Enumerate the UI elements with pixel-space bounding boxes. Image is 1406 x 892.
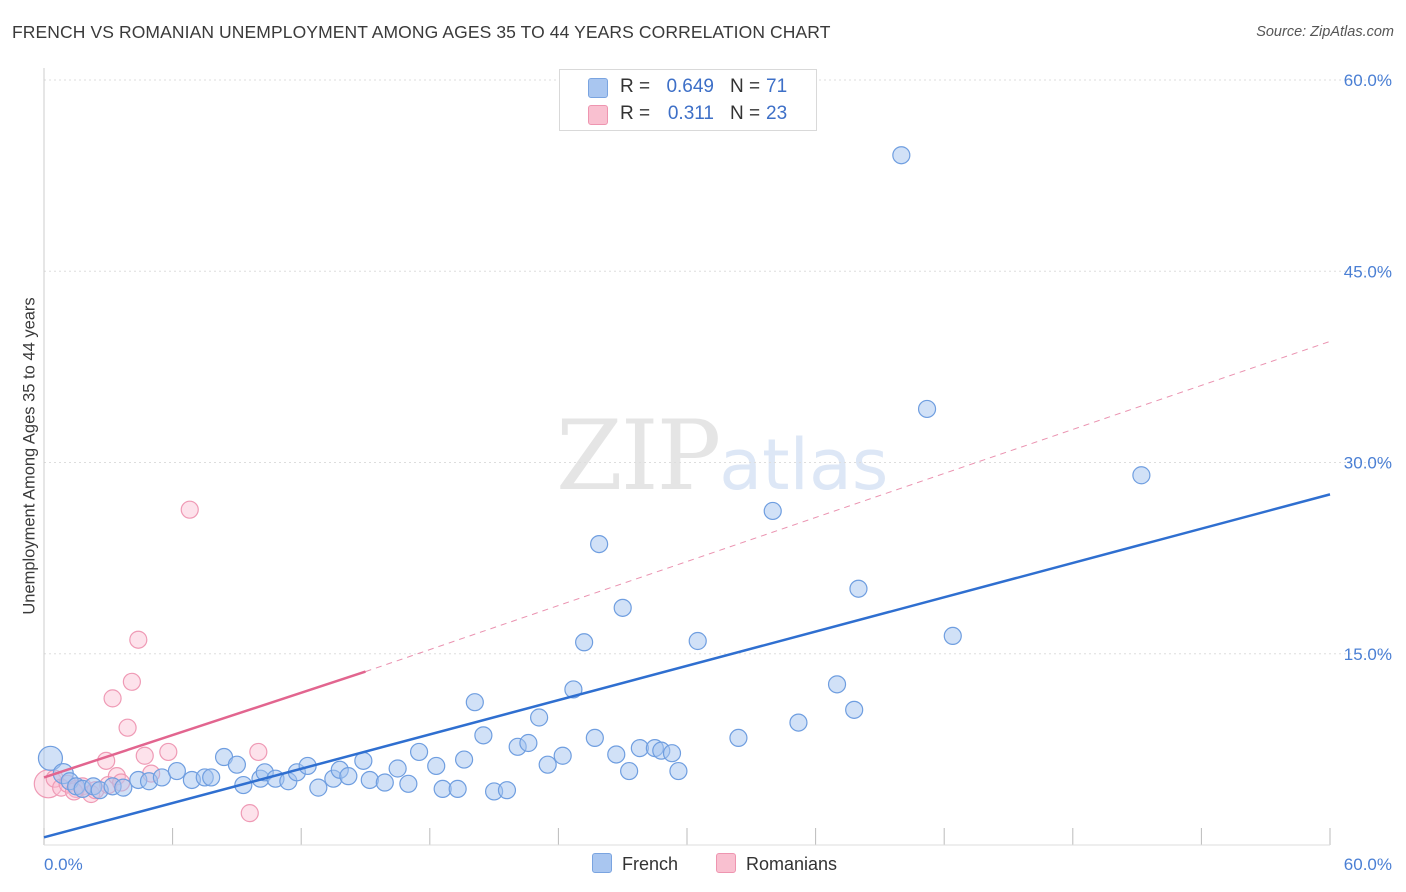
watermark-sub: atlas xyxy=(719,424,889,506)
french-point xyxy=(590,534,609,554)
legend-n-value: 71 xyxy=(766,76,788,97)
bottom-legend-romanians[interactable]: Romanians xyxy=(716,853,837,875)
bottom-legend-label-french: French xyxy=(622,854,679,874)
french-point xyxy=(454,750,474,769)
french-point xyxy=(114,778,133,797)
french-point xyxy=(917,399,937,419)
french-point xyxy=(375,773,394,792)
french-point xyxy=(309,778,328,797)
legend-swatch-french xyxy=(588,78,608,98)
french-point xyxy=(519,733,538,753)
romanian-point xyxy=(249,742,268,762)
chart-title: FRENCH VS ROMANIAN UNEMPLOYMENT AMONG AG… xyxy=(12,22,831,42)
legend-r-label: R = xyxy=(620,76,651,97)
french-point xyxy=(167,761,186,781)
french-point xyxy=(729,728,748,748)
french-point xyxy=(360,770,379,790)
french-point xyxy=(662,744,682,763)
french-point xyxy=(465,693,484,712)
bottom-legend-label-romanians: Romanians xyxy=(746,854,838,874)
french-point xyxy=(564,680,583,699)
bottom-legend-french[interactable]: French xyxy=(592,853,678,875)
french-point xyxy=(202,768,221,787)
french-point xyxy=(845,700,864,719)
romanian-point xyxy=(103,689,122,708)
legend-r-value: 0.311 xyxy=(667,103,714,124)
french-point xyxy=(620,761,639,781)
y-tick-label: 15.0% xyxy=(1344,645,1392,664)
x-tick-label: 0.0% xyxy=(44,855,83,874)
french-point xyxy=(575,633,594,652)
bottom-legend-swatch-romanians xyxy=(716,853,736,873)
y-tick-label: 45.0% xyxy=(1344,262,1392,281)
french-point xyxy=(474,726,493,745)
bottom-legend-swatch-french xyxy=(592,853,612,873)
french-point xyxy=(943,626,962,646)
french-point xyxy=(669,761,688,781)
romanian-point xyxy=(129,630,148,649)
legend-r-value: 0.649 xyxy=(666,76,714,97)
french-trendline xyxy=(43,493,1331,839)
french-point xyxy=(530,708,549,727)
romanian-point xyxy=(135,746,154,765)
french-point xyxy=(388,759,407,778)
french-point xyxy=(497,781,517,800)
french-point xyxy=(892,146,911,165)
french-point xyxy=(409,742,429,762)
french-point xyxy=(227,755,246,774)
watermark: ZIPatlas xyxy=(556,400,888,512)
legend-n-label: N = xyxy=(730,103,761,124)
legend-n-value: 23 xyxy=(766,103,788,124)
romanian-trendline-extension xyxy=(365,340,1331,673)
french-point xyxy=(613,598,632,617)
source-credit: Source: ZipAtlas.com xyxy=(1256,24,1394,40)
french-point xyxy=(152,768,171,787)
french-point xyxy=(399,774,418,793)
romanian-point xyxy=(159,742,178,762)
french-point xyxy=(849,579,868,598)
romanian-point xyxy=(240,804,259,823)
romanian-point xyxy=(122,672,141,691)
french-point xyxy=(789,713,808,732)
french-point xyxy=(553,746,572,765)
y-tick-label: 60.0% xyxy=(1344,71,1392,90)
french-point xyxy=(339,767,358,786)
romanian-point xyxy=(118,718,137,737)
legend-r-label: R = xyxy=(620,103,651,124)
french-point xyxy=(688,631,707,651)
legend-swatch-romanians xyxy=(588,105,608,125)
x-tick-label: 60.0% xyxy=(1344,855,1392,874)
french-point xyxy=(763,501,782,521)
romanian-trendline xyxy=(43,670,366,779)
french-point xyxy=(37,745,64,771)
french-point xyxy=(1132,466,1151,485)
y-tick-label: 30.0% xyxy=(1344,454,1392,473)
french-point xyxy=(827,675,847,694)
watermark-main: ZIP xyxy=(556,400,721,512)
french-point xyxy=(448,779,467,799)
romanian-point xyxy=(180,500,199,519)
french-point xyxy=(427,756,446,776)
legend: R = 0.649 N = 71 R = 0.311 N = 23 xyxy=(559,69,817,131)
legend-n-label: N = xyxy=(730,76,761,97)
french-point xyxy=(585,728,604,748)
french-point xyxy=(607,745,626,764)
french-point xyxy=(538,755,557,774)
